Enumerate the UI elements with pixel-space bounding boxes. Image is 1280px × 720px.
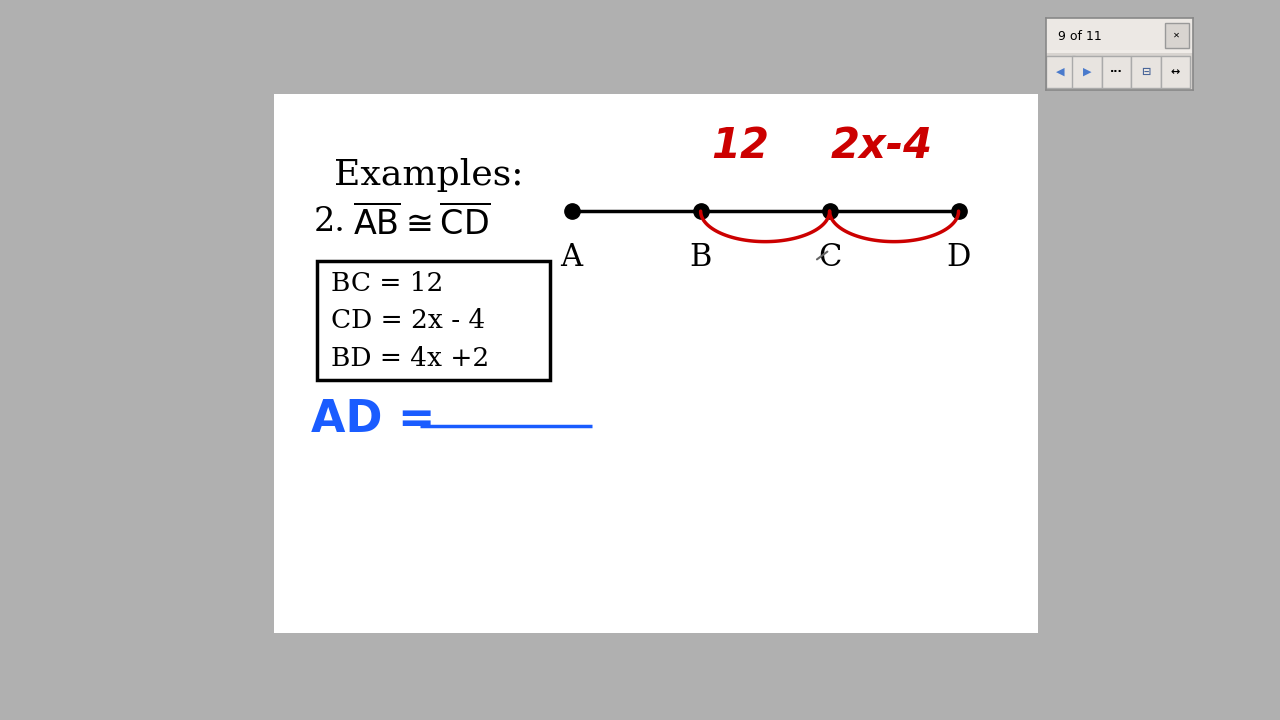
Text: ◀: ◀: [1056, 67, 1065, 77]
FancyBboxPatch shape: [1046, 18, 1193, 50]
FancyBboxPatch shape: [1165, 23, 1189, 48]
FancyBboxPatch shape: [316, 261, 550, 380]
Text: 2.: 2.: [314, 206, 346, 238]
Text: C: C: [818, 242, 841, 273]
FancyBboxPatch shape: [1073, 56, 1102, 88]
FancyBboxPatch shape: [1046, 53, 1193, 90]
FancyBboxPatch shape: [1046, 56, 1075, 88]
Text: 9 of 11: 9 of 11: [1057, 30, 1101, 42]
Text: A: A: [561, 242, 582, 273]
Text: ···: ···: [1110, 67, 1123, 77]
Text: 12: 12: [712, 125, 769, 167]
Text: $\overline{\mathsf{AB}}\cong\overline{\mathsf{CD}}$: $\overline{\mathsf{AB}}\cong\overline{\m…: [353, 204, 492, 240]
Text: AD =: AD =: [311, 397, 451, 441]
Text: 2x-4: 2x-4: [831, 125, 933, 167]
FancyBboxPatch shape: [1102, 56, 1132, 88]
FancyBboxPatch shape: [1161, 56, 1190, 88]
Text: BD = 4x +2: BD = 4x +2: [330, 346, 489, 371]
Text: ⊟: ⊟: [1142, 67, 1151, 77]
Text: BC = 12: BC = 12: [330, 271, 443, 296]
FancyBboxPatch shape: [1132, 56, 1161, 88]
Text: B: B: [690, 242, 712, 273]
Text: D: D: [946, 242, 970, 273]
Text: ✕: ✕: [1174, 31, 1180, 40]
Text: Examples:: Examples:: [334, 158, 524, 192]
Text: ▶: ▶: [1083, 67, 1092, 77]
Text: CD = 2x - 4: CD = 2x - 4: [330, 308, 485, 333]
FancyBboxPatch shape: [274, 94, 1038, 633]
Text: ↔: ↔: [1171, 67, 1180, 77]
